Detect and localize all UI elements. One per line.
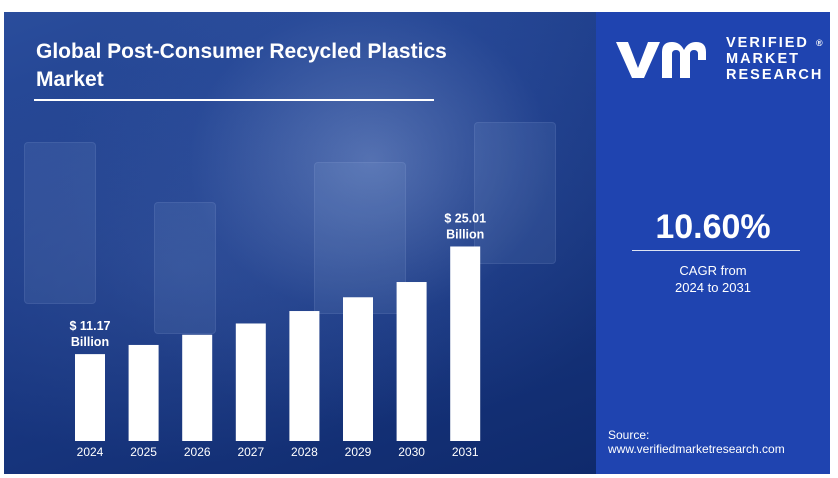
data-label-2024-line2: Billion xyxy=(71,335,109,349)
x-tick-label: 2027 xyxy=(237,445,264,459)
bar-2029 xyxy=(343,297,373,441)
bar-2031 xyxy=(450,246,481,441)
bar-2026 xyxy=(182,334,213,441)
bar-2030 xyxy=(396,282,427,441)
cagr-caption-line2: 2024 to 2031 xyxy=(675,280,751,295)
logo-word-verified: VERIFIED xyxy=(726,35,809,51)
x-tick-label: 2029 xyxy=(345,445,372,459)
x-tick-label: 2028 xyxy=(291,445,318,459)
cagr-divider xyxy=(632,250,800,251)
data-label-2031-line1: $ 25.01 xyxy=(444,211,486,225)
source-url: www.verifiedmarketresearch.com xyxy=(608,442,785,456)
vmr-logo-mark xyxy=(616,42,706,78)
bar-2024 xyxy=(75,354,105,441)
title-underline xyxy=(34,99,434,101)
bar-2027 xyxy=(235,323,266,441)
chart-title: Global Post-Consumer Recycled Plastics M… xyxy=(36,40,447,91)
background-flask-decoration xyxy=(24,142,96,304)
bar-chart: $ 11.17 Billion $ 25.01 Billion 2024 2025 202… xyxy=(69,211,486,459)
cagr-caption: CAGR from 2024 to 2031 xyxy=(596,262,830,296)
x-tick-label: 2025 xyxy=(130,445,157,459)
chart-panel: Global Post-Consumer Recycled Plastics M… xyxy=(4,12,596,474)
bar-2028 xyxy=(289,311,320,441)
x-tick-label: 2031 xyxy=(452,445,479,459)
summary-panel: VERIFIED ® MARKET RESEARCH 10.60% CAGR f… xyxy=(596,12,830,474)
source-label: Source: xyxy=(608,428,650,442)
data-label-2024-line1: $ 11.17 xyxy=(69,319,110,333)
logo-registered-mark: ® xyxy=(816,38,823,48)
company-logo: VERIFIED ® MARKET RESEARCH xyxy=(614,34,828,92)
x-tick-label: 2026 xyxy=(184,445,211,459)
bar-2025 xyxy=(128,344,159,441)
x-tick-label: 2030 xyxy=(398,445,425,459)
data-label-2031-line2: Billion xyxy=(446,227,484,241)
background-flask-decoration xyxy=(474,122,556,264)
background-flask-decoration xyxy=(154,202,216,334)
cagr-caption-line1: CAGR from xyxy=(679,263,747,278)
infographic: Global Post-Consumer Recycled Plastics M… xyxy=(4,12,830,474)
logo-word-research: RESEARCH xyxy=(726,67,824,83)
cagr-value: 10.60% xyxy=(655,208,771,246)
x-tick-label: 2024 xyxy=(77,445,104,459)
logo-word-market: MARKET xyxy=(726,51,801,67)
